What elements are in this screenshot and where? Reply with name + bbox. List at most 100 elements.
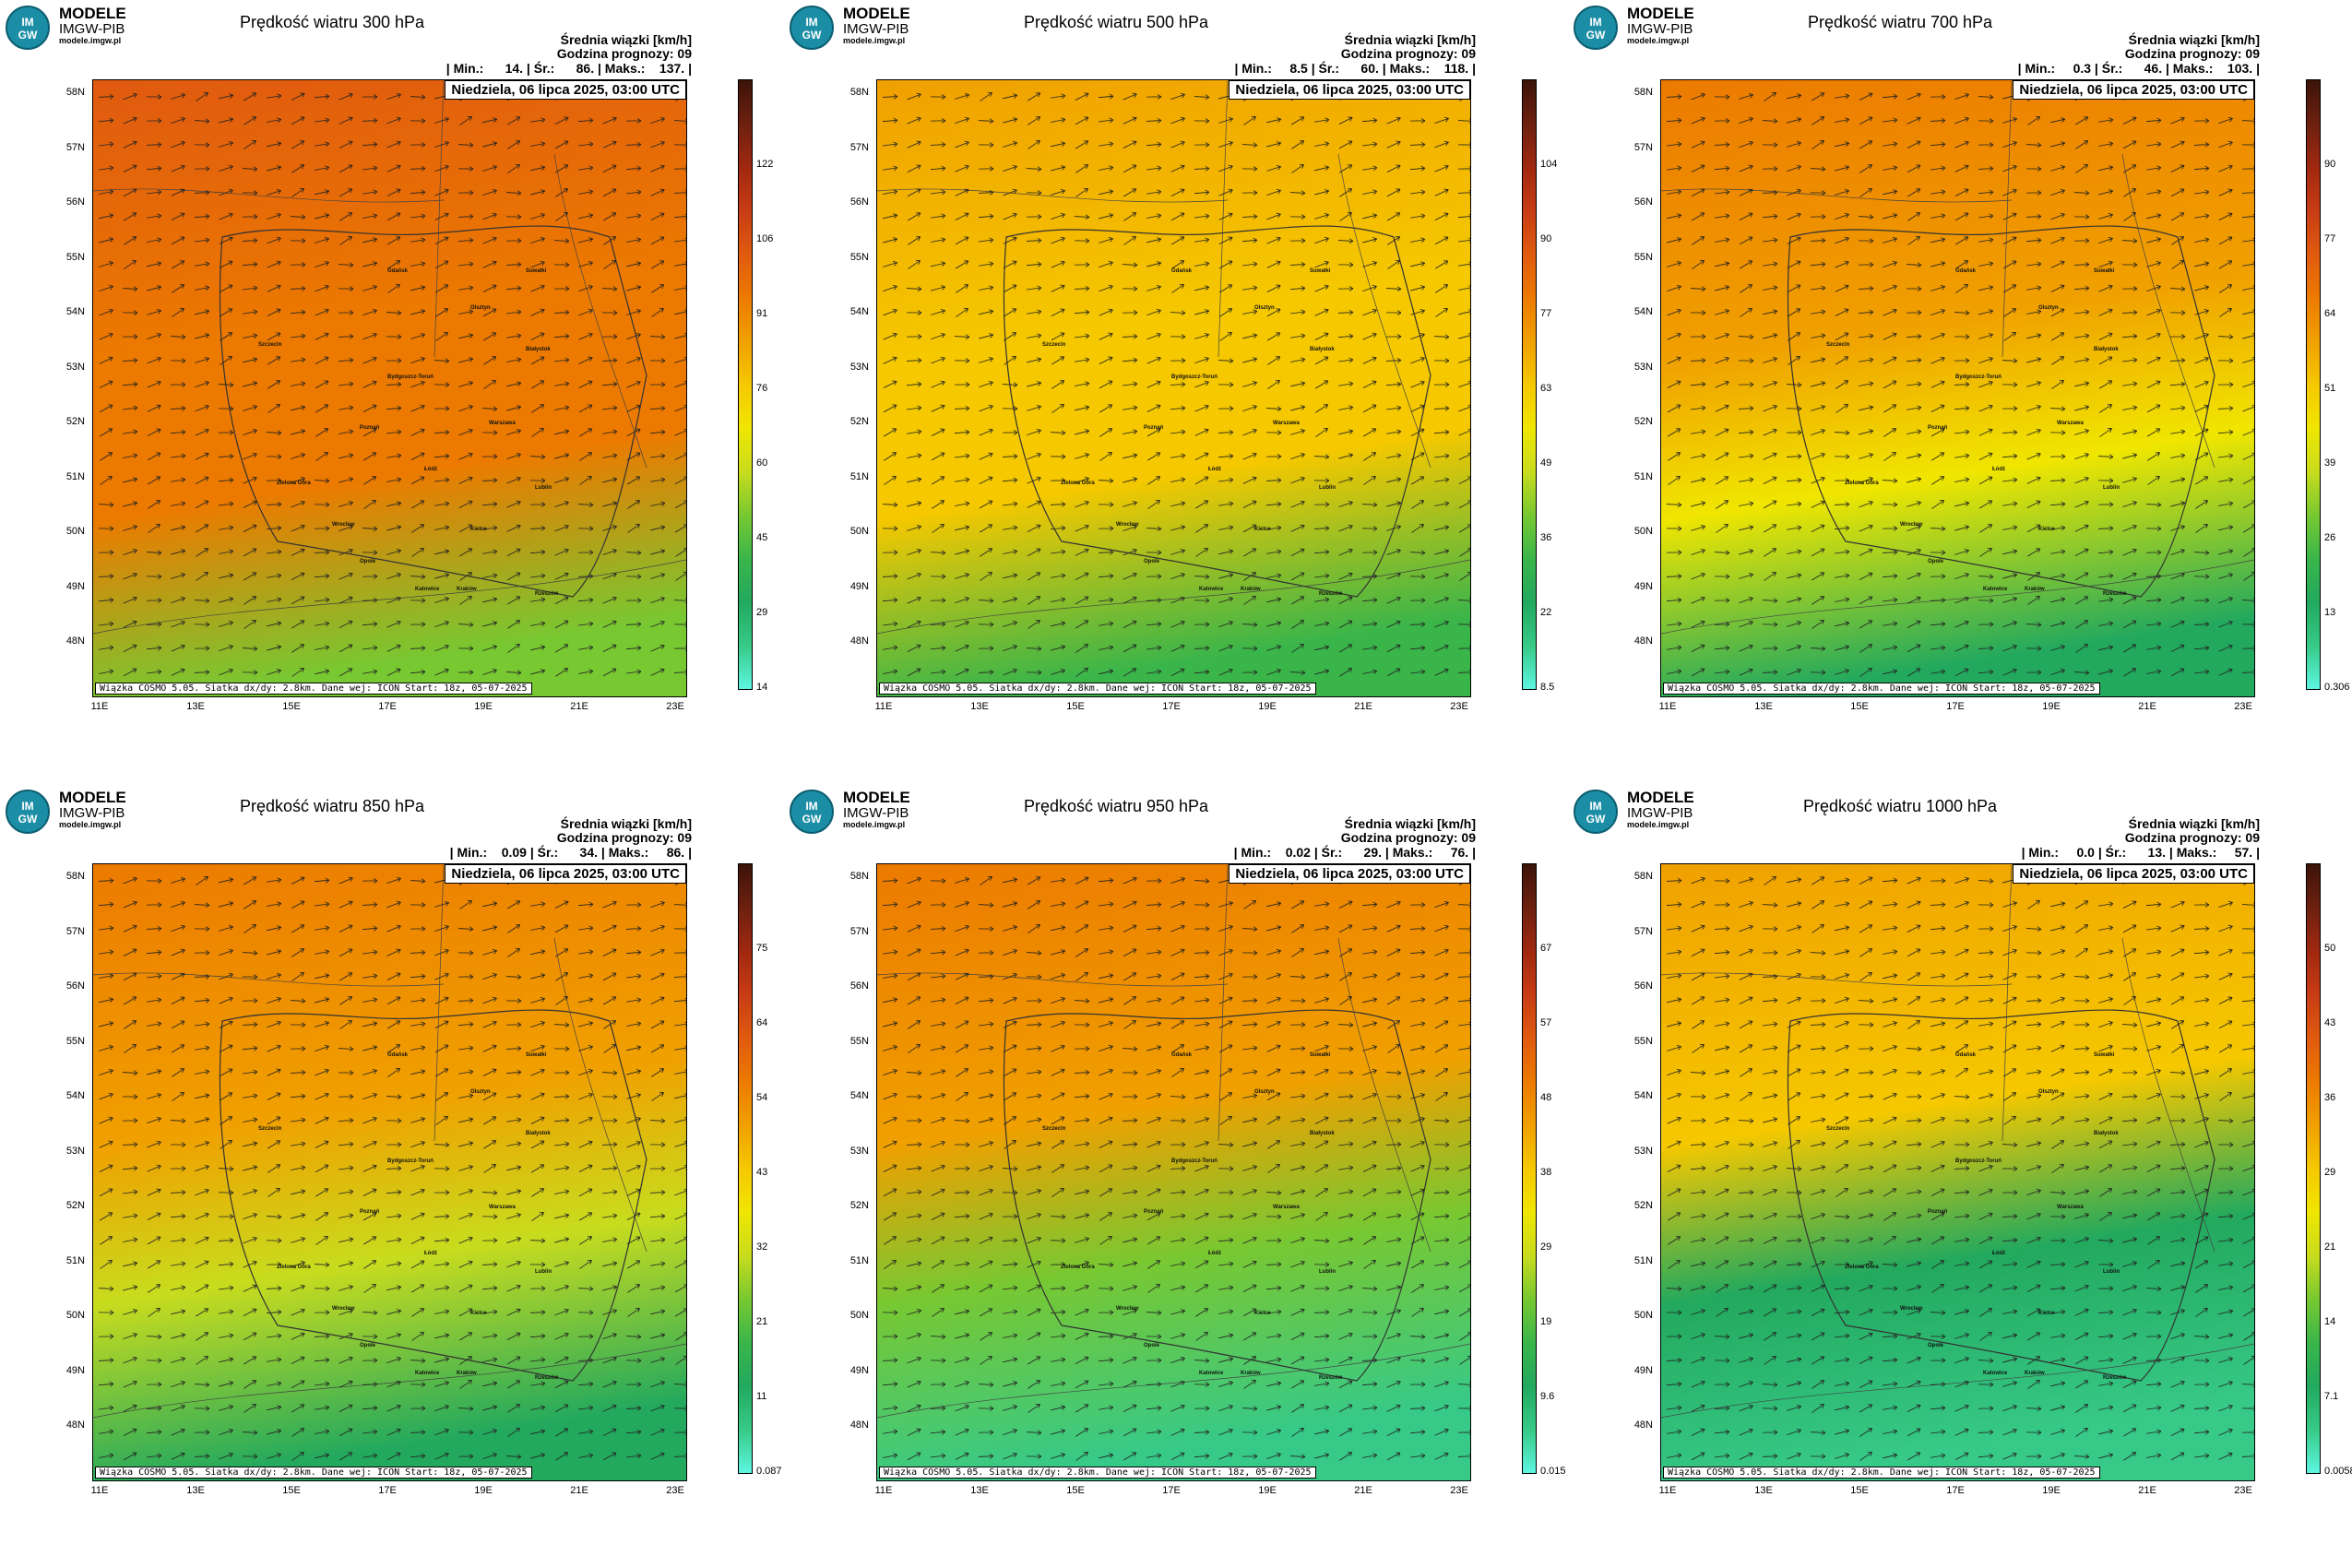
imgw-logo-icon: IM GW xyxy=(1574,790,1618,834)
city-label: Opole xyxy=(360,559,376,564)
lat-label: 55N xyxy=(1633,251,1653,263)
city-label: Zielona Góra xyxy=(1845,481,1879,486)
lat-label: 53N xyxy=(1633,1145,1653,1157)
lon-label: 13E xyxy=(186,1485,205,1496)
lat-label: 50N xyxy=(849,1310,869,1321)
lat-label: 56N xyxy=(1633,196,1653,208)
colorbar-label: 29 xyxy=(756,607,768,618)
city-label: Zielona Góra xyxy=(277,1265,311,1270)
logo-line1: MODELE xyxy=(843,5,910,22)
lon-label: 19E xyxy=(1258,1485,1277,1496)
logo-text: MODELE IMGW-PIB modele.imgw.pl xyxy=(843,790,910,829)
city-label: Białystok xyxy=(526,347,551,352)
city-label: Łódź xyxy=(1992,1251,2005,1256)
lon-label: 15E xyxy=(1850,701,1869,712)
lat-label: 54N xyxy=(849,306,869,317)
lat-label: 55N xyxy=(1633,1035,1653,1047)
colorbar-label: 60 xyxy=(756,457,768,469)
city-label: Lublin xyxy=(2103,1269,2120,1275)
colorbar-label: 0.306 xyxy=(2324,682,2350,693)
colorbar-label: 63 xyxy=(1540,383,1552,394)
map-panel: IM GW MODELE IMGW-PIB modele.imgw.pl Prę… xyxy=(1568,0,2352,784)
city-label: Zielona Góra xyxy=(277,481,311,486)
city-label: Gdańsk xyxy=(1955,1052,1977,1058)
panel-description: Średnia wiązki [km/h] Godzina prognozy: … xyxy=(2125,33,2260,61)
lon-label: 17E xyxy=(378,1485,397,1496)
svg-text:GW: GW xyxy=(18,29,38,42)
lon-label: 17E xyxy=(1946,701,1965,712)
city-label: Kraków xyxy=(457,1371,477,1376)
map-panel: IM GW MODELE IMGW-PIB modele.imgw.pl Prę… xyxy=(0,784,784,1568)
city-label: Rzeszów xyxy=(1319,591,1343,597)
city-label: Lublin xyxy=(535,485,552,491)
model-info: Wiązka COSMO 5.05. Siatka dx/dy: 2.8km. … xyxy=(95,1467,532,1479)
colorbar xyxy=(738,79,753,690)
colorbar-label: 9.6 xyxy=(1540,1391,1555,1402)
lat-label: 53N xyxy=(65,1145,85,1157)
logo-text: MODELE IMGW-PIB modele.imgw.pl xyxy=(59,790,126,829)
city-label: Gdańsk xyxy=(387,268,409,274)
colorbar-label: 21 xyxy=(756,1316,768,1327)
desc-line1: Średnia wiązki [km/h] xyxy=(560,32,692,47)
logo-line2: IMGW-PIB xyxy=(843,20,909,37)
city-label: Kraków xyxy=(457,587,477,592)
city-label: Suwałki xyxy=(526,268,547,274)
city-label: Szczecin xyxy=(258,1126,282,1132)
lat-label: 53N xyxy=(849,1145,869,1157)
city-label: Gdańsk xyxy=(1171,1052,1193,1058)
city-label: Łódź xyxy=(1208,1251,1221,1256)
lat-label: 52N xyxy=(849,416,869,427)
lon-label: 15E xyxy=(282,1485,301,1496)
lat-label: 55N xyxy=(65,1035,85,1047)
wind-map: Niedziela, 06 lipca 2025, 03:00 UTC Wiąz… xyxy=(876,863,1471,1481)
colorbar-label: 67 xyxy=(1540,943,1552,954)
lat-label: 50N xyxy=(1633,526,1653,537)
wind-map: Niedziela, 06 lipca 2025, 03:00 UTC Wiąz… xyxy=(1660,79,2255,697)
lon-label: 19E xyxy=(474,701,493,712)
lat-label: 48N xyxy=(65,1420,85,1431)
colorbar-label: 76 xyxy=(756,383,768,394)
city-label: Gdańsk xyxy=(1171,268,1193,274)
city-label: Szczecin xyxy=(258,342,282,348)
colorbar-label: 13 xyxy=(2324,607,2336,618)
city-label: Suwałki xyxy=(526,1052,547,1058)
colorbar-label: 57 xyxy=(1540,1017,1552,1028)
city-label: Opole xyxy=(360,1343,376,1348)
desc-line2: Godzina prognozy: 09 xyxy=(1340,46,1476,61)
panel-title: Prędkość wiatru 300 hPa xyxy=(239,13,425,31)
lon-label: 21E xyxy=(570,1485,588,1496)
lat-label: 57N xyxy=(849,141,869,153)
city-label: Suwałki xyxy=(2094,1052,2115,1058)
colorbar-label: 0.087 xyxy=(756,1466,782,1477)
city-label: Łódź xyxy=(424,1251,437,1256)
colorbar-label: 45 xyxy=(756,532,768,543)
lon-label: 11E xyxy=(874,1485,893,1496)
lat-label: 57N xyxy=(849,925,869,937)
panel-description: Średnia wiązki [km/h] Godzina prognozy: … xyxy=(557,817,692,845)
lat-label: 49N xyxy=(1633,1364,1653,1376)
lon-label: 15E xyxy=(1850,1485,1869,1496)
colorbar-label: 14 xyxy=(2324,1316,2336,1327)
lon-label: 11E xyxy=(90,701,109,712)
city-label: Kielce xyxy=(2038,1311,2055,1316)
colorbar-label: 64 xyxy=(2324,308,2336,319)
lat-label: 49N xyxy=(65,580,85,592)
panel-description: Średnia wiązki [km/h] Godzina prognozy: … xyxy=(1341,817,1476,845)
city-label: Katowice xyxy=(415,1371,440,1376)
lon-label: 11E xyxy=(874,701,893,712)
colorbar-label: 64 xyxy=(756,1017,768,1028)
colorbar-label: 90 xyxy=(2324,159,2336,170)
lat-label: 51N xyxy=(1633,470,1653,482)
city-label: Gdańsk xyxy=(387,1052,409,1058)
panel-description: Średnia wiązki [km/h] Godzina prognozy: … xyxy=(557,33,692,61)
desc-line1: Średnia wiązki [km/h] xyxy=(2128,32,2260,47)
city-label: Kraków xyxy=(2025,587,2045,592)
wind-field xyxy=(93,80,686,696)
lon-label: 21E xyxy=(1354,1485,1372,1496)
model-info: Wiązka COSMO 5.05. Siatka dx/dy: 2.8km. … xyxy=(95,683,532,695)
wind-field xyxy=(877,864,1470,1480)
lon-label: 21E xyxy=(2138,701,2156,712)
wind-map: Niedziela, 06 lipca 2025, 03:00 UTC Wiąz… xyxy=(876,79,1471,697)
city-label: Zielona Góra xyxy=(1845,1265,1879,1270)
forecast-date: Niedziela, 06 lipca 2025, 03:00 UTC xyxy=(1229,864,1470,884)
